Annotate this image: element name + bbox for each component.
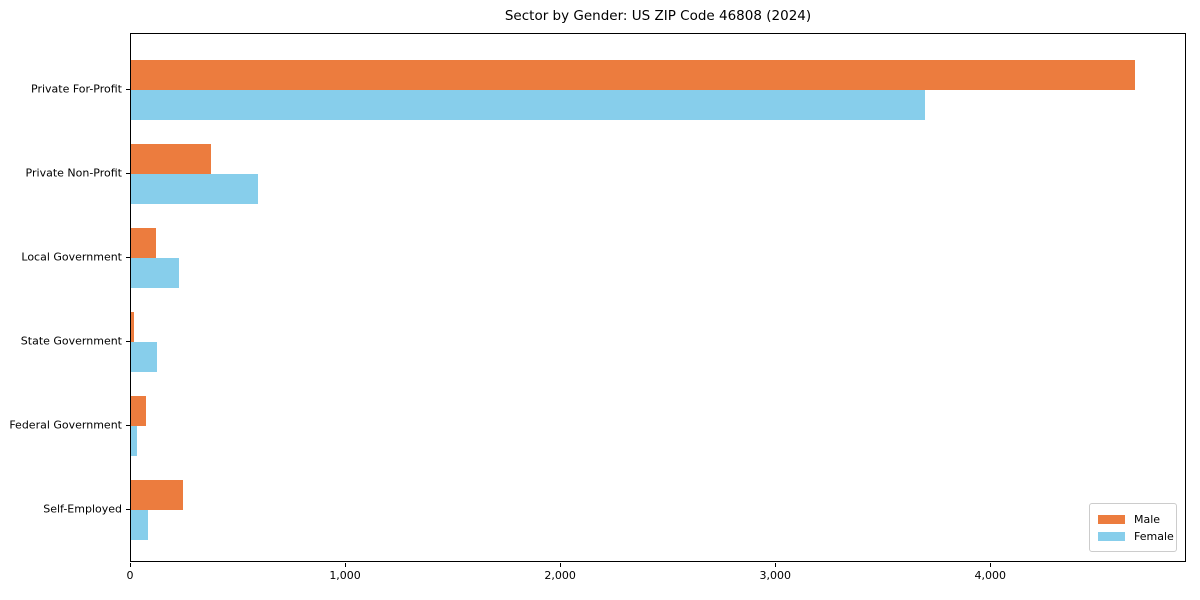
bar-male-local-government: [131, 228, 156, 258]
x-tick-label-0: 0: [126, 569, 134, 582]
y-tick-mark: [126, 509, 130, 510]
male-series-swatch: [1098, 515, 1125, 524]
y-tick-mark: [126, 341, 130, 342]
y-tick-mark: [126, 173, 130, 174]
legend-item-female: Female: [1098, 528, 1174, 545]
x-tick-mark: [130, 563, 131, 567]
y-tick-label-local-government: Local Government: [21, 250, 122, 264]
bar-female-state-government: [131, 342, 157, 372]
bar-male-federal-government: [131, 396, 147, 426]
x-tick-mark: [775, 563, 777, 567]
bar-female-local-government: [131, 258, 180, 288]
legend-label-male: Male: [1134, 513, 1161, 526]
legend-label-female: Female: [1134, 530, 1174, 543]
x-tick-label-1000: 1,000: [329, 569, 361, 582]
y-tick-label-federal-government: Federal Government: [9, 418, 122, 432]
x-tick-mark: [345, 563, 347, 567]
y-tick-label-self-employed: Self-Employed: [43, 502, 122, 516]
y-tick-mark: [126, 257, 130, 258]
bar-male-private-for-profit: [131, 60, 1136, 90]
x-tick-label-2000: 2,000: [544, 569, 576, 582]
female-series-swatch: [1098, 532, 1125, 541]
x-tick-mark: [560, 563, 562, 567]
x-tick-mark: [990, 563, 992, 567]
plot-area: Male Female: [130, 33, 1186, 562]
y-tick-label-private-for-profit: Private For-Profit: [31, 82, 122, 96]
y-tick-mark: [126, 425, 130, 426]
y-tick-label-state-government: State Government: [20, 334, 122, 348]
bar-male-private-non-profit: [131, 144, 211, 174]
bar-male-self-employed: [131, 480, 183, 510]
x-tick-label-4000: 4,000: [974, 569, 1007, 582]
y-tick-label-private-non-profit: Private Non-Profit: [25, 166, 122, 180]
bar-female-private-non-profit: [131, 174, 258, 204]
x-tick-label-3000: 3,000: [759, 569, 791, 582]
chart-title: Sector by Gender: US ZIP Code 46808 (202…: [504, 8, 812, 24]
bar-female-self-employed: [131, 510, 149, 540]
legend-item-male: Male: [1098, 511, 1168, 528]
bar-female-federal-government: [131, 426, 138, 456]
bar-female-private-for-profit: [131, 90, 925, 120]
bar-male-state-government: [131, 312, 135, 342]
legend: Male Female: [1089, 503, 1177, 552]
y-tick-mark: [126, 89, 130, 90]
